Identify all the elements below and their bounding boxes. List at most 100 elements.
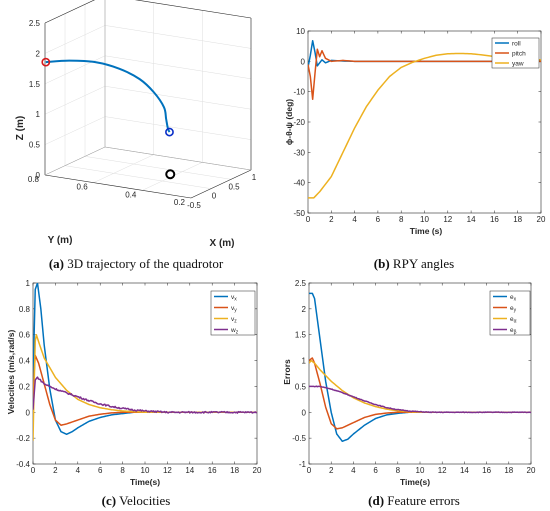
x-tick-label: 6 — [376, 215, 381, 224]
x-tick-label: 0 — [307, 466, 312, 475]
y-tick-label: 0 — [26, 408, 31, 417]
y-tick-label: 0.5 — [295, 382, 307, 391]
x-tick-label: 14 — [460, 466, 469, 475]
y-axis-label: Y (m) — [48, 235, 73, 246]
y-tick-label: 0.6 — [19, 331, 31, 340]
x-tick-label: 2 — [329, 215, 334, 224]
grid-line — [93, 154, 154, 183]
x-tick-label: 20 — [527, 466, 536, 475]
caption-b: (b) RPY angles — [374, 256, 454, 271]
x-tick-label: 0 — [306, 215, 311, 224]
legend-label: eβ — [510, 327, 517, 336]
x-tick-label: 14 — [467, 215, 476, 224]
y-tick-label: 0.8 — [28, 175, 40, 184]
x-tick-label: 8 — [120, 466, 125, 475]
x-tick-label: 20 — [253, 466, 262, 475]
x-tick-label: 12 — [443, 215, 452, 224]
axis-edge — [190, 169, 252, 199]
x-tick-label: 16 — [490, 215, 499, 224]
y-tick-label: 1.5 — [295, 331, 307, 340]
legend-label: wz — [230, 327, 239, 336]
grid-line — [104, 85, 252, 110]
x-tick-label: 2 — [329, 466, 334, 475]
legend-label: vx — [231, 294, 237, 303]
x-axis-label: Time(s) — [130, 477, 160, 487]
caption-a-text: 3D trajectory of the quadrotor — [64, 256, 224, 271]
grid-line — [135, 0, 252, 19]
y-tick-label: -0.2 — [16, 434, 30, 443]
grid-line — [104, 25, 252, 49]
x-tick-label: 4 — [351, 466, 356, 475]
target-point-marker — [165, 169, 176, 180]
y-tick-label: 0.4 — [19, 357, 31, 366]
grid-line — [44, 0, 95, 24]
caption-c-text: Velocities — [116, 493, 170, 508]
y-tick-label: -10 — [293, 88, 305, 97]
grid-line — [104, 55, 252, 80]
3d-axes-box — [44, 0, 252, 199]
panel-velocities: Velocities (m/s,rad/s) Time(s) (c) Veloc… — [6, 279, 262, 508]
grid-line — [64, 165, 212, 189]
legend-label: vy — [231, 305, 237, 314]
y-axis-label: Errors — [282, 359, 292, 385]
caption-a-letter: (a) — [49, 256, 64, 271]
grid-line — [142, 162, 203, 191]
caption-b-letter: (b) — [374, 256, 390, 271]
z-tick-label: 0.5 — [29, 141, 41, 150]
x-tick-label: 8 — [399, 215, 404, 224]
axis-edge — [44, 146, 106, 176]
3d-plot-data — [41, 57, 176, 180]
x-tick-label: 8 — [396, 466, 401, 475]
grid-line — [104, 116, 252, 140]
y-tick-label: -30 — [293, 148, 305, 157]
grid-line — [44, 116, 106, 145]
z-tick-label: 2 — [36, 49, 41, 58]
y-tick-label: 0 — [301, 57, 306, 66]
z-tick-label: 1 — [36, 110, 41, 119]
legend-label: roll — [512, 40, 521, 47]
y-tick-label: -50 — [293, 209, 305, 218]
grid-line — [44, 55, 106, 85]
grid-line — [44, 85, 106, 115]
legend: ex ey eα eβ — [489, 290, 531, 336]
series-line-e-β — [309, 385, 531, 414]
caption-b-text: RPY angles — [390, 256, 455, 271]
z-tick-label: 0 — [36, 171, 41, 180]
y-tick-label: 0.8 — [19, 305, 31, 314]
series-line-w-z — [33, 376, 257, 414]
x-tick-label: 0.5 — [228, 182, 240, 191]
y-tick-label: 0.6 — [77, 183, 89, 192]
legend-label: ex — [510, 294, 517, 303]
y-tick-label: 1 — [26, 279, 31, 288]
x-tick-label: 2 — [53, 466, 58, 475]
y-axis-label: Velocities (m/s,rad/s) — [6, 330, 16, 415]
x-axis-label: Time (s) — [410, 226, 443, 236]
grid-line — [44, 25, 106, 54]
x-tick-label: 10 — [416, 466, 425, 475]
x-tick-label: -0.5 — [187, 201, 201, 210]
x-tick-label: 16 — [482, 466, 491, 475]
x-tick-label: 12 — [438, 466, 447, 475]
axis-edge — [44, 174, 192, 199]
y-tick-label: 10 — [296, 27, 305, 36]
x-tick-label: 4 — [352, 215, 357, 224]
x-tick-label: 4 — [76, 466, 81, 475]
y-tick-label: -0.4 — [16, 460, 30, 469]
y-tick-label: 2.5 — [295, 279, 307, 288]
3d-tick-labels: 0 0.5 1 1.5 2 2.5 0.2 0.4 0.6 0.8 -0.5 0 0.5 1 — [28, 19, 257, 210]
x-tick-label: 14 — [185, 466, 194, 475]
axis-edge — [104, 146, 252, 171]
trajectory-line — [45, 59, 171, 133]
y-tick-label: 1 — [302, 357, 307, 366]
y-tick-label: 0.4 — [125, 190, 137, 199]
caption-d-letter: (d) — [368, 493, 384, 508]
x-tick-label: 0 — [212, 192, 217, 201]
legend-label: pitch — [512, 50, 526, 57]
x-tick-label: 18 — [513, 215, 522, 224]
y-tick-label: -0.5 — [292, 434, 306, 443]
x-tick-label: 0 — [31, 466, 36, 475]
x-tick-label: 10 — [420, 215, 429, 224]
caption-d-text: Feature errors — [384, 493, 460, 508]
x-tick-label: 18 — [504, 466, 513, 475]
y-tick-label: 0 — [302, 408, 307, 417]
